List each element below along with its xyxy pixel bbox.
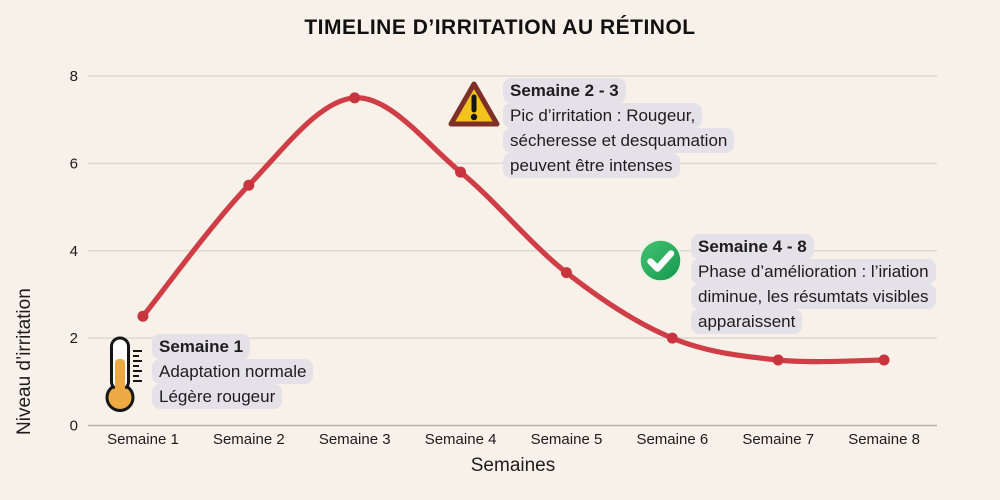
warning-icon [448, 80, 500, 128]
x-tick-label: Semaine 8 [848, 431, 920, 448]
x-tick-label: Semaine 1 [107, 431, 179, 448]
chart-title: TIMELINE D’IRRITATION AU RÉTINOL [304, 16, 696, 39]
x-tick-label: Semaine 4 [425, 431, 497, 448]
data-point [772, 354, 784, 366]
y-tick-label: 0 [70, 418, 78, 435]
check-icon [637, 237, 684, 284]
annotation-week4-8: Semaine 4 - 8 Phase d’amélioration : l’i… [691, 234, 936, 334]
annotation-week1: Semaine 1 Adaptation normale Légère roug… [152, 334, 314, 409]
annotation-week2-3-line: sécheresse et desquamation [503, 128, 735, 153]
annotation-week2-3-line: Pic d’irritation : Rougeur, [503, 103, 703, 128]
data-point [137, 310, 149, 322]
x-tick-label: Semaine 7 [742, 431, 814, 448]
x-tick-label: Semaine 6 [636, 431, 708, 448]
data-point [243, 179, 255, 191]
annotation-week4-8-title: Semaine 4 - 8 [691, 234, 814, 259]
x-tick-label: Semaine 3 [319, 431, 391, 448]
annotation-week4-8-line: Phase d’amélioration : l’iriation [691, 259, 936, 284]
data-point [349, 92, 361, 104]
x-axis-label: Semaines [470, 455, 556, 476]
thermometer-icon [100, 335, 146, 413]
irritation-curve [140, 95, 887, 365]
y-tick-label: 8 [70, 68, 78, 85]
annotation-week1-line: Adaptation normale [152, 359, 314, 384]
x-tick-label: Semaine 5 [531, 431, 603, 448]
y-tick-label: 2 [70, 330, 78, 347]
data-point [666, 332, 678, 344]
annotation-week1-line: Légère rougeur [152, 384, 283, 409]
data-point [878, 354, 890, 366]
y-axis-label: Niveau d’irritation [14, 288, 35, 435]
annotation-week4-8-line: diminue, les résumtats visibles [691, 284, 936, 309]
annotation-week2-3-line: peuvent être intenses [503, 153, 680, 178]
y-tick-label: 4 [70, 243, 78, 260]
data-point [560, 267, 572, 279]
data-point [455, 166, 467, 178]
annotation-week4-8-line: apparaissent [691, 309, 803, 334]
annotation-week2-3-title: Semaine 2 - 3 [503, 78, 626, 103]
annotation-week2-3: Semaine 2 - 3 Pic d’irritation : Rougeur… [503, 78, 735, 178]
annotation-week1-title: Semaine 1 [152, 334, 251, 359]
y-tick-label: 6 [70, 155, 78, 172]
x-tick-label: Semaine 2 [213, 431, 285, 448]
